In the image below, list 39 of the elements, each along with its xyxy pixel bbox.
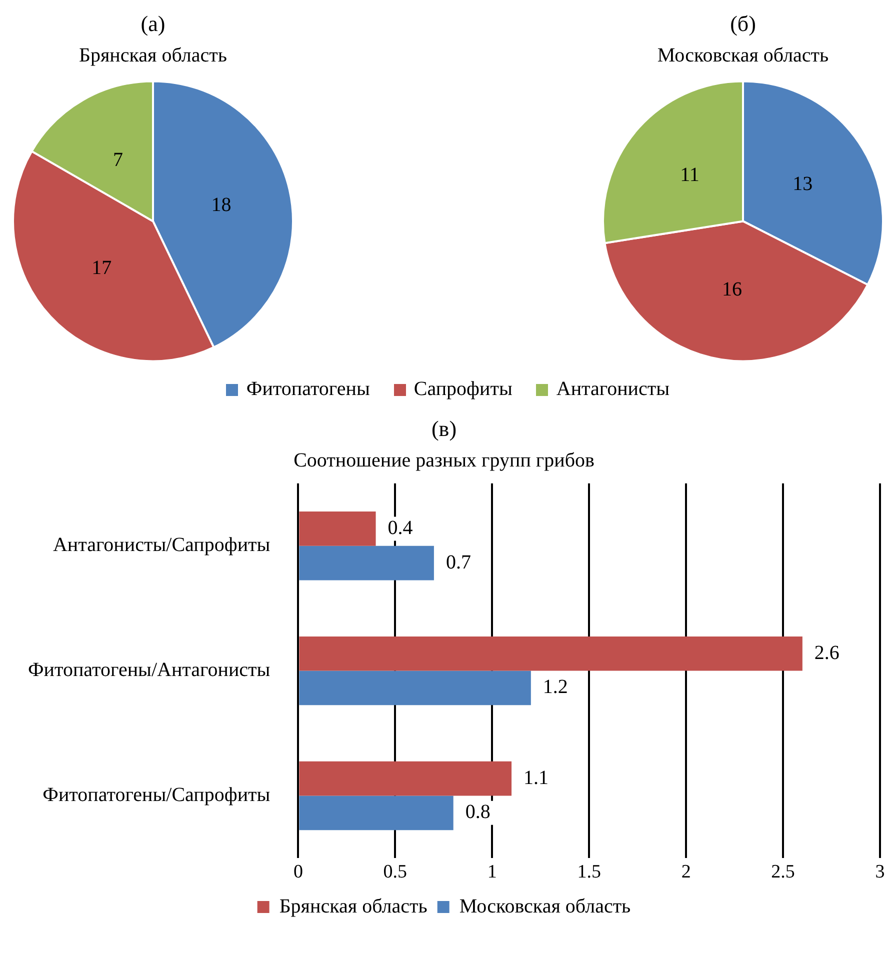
legend-label: Фитопатогены [246, 378, 370, 401]
x-tick-label: 1.5 [577, 862, 601, 883]
data-label: 18 [211, 194, 232, 216]
legend-label: Сапрофиты [414, 378, 512, 401]
chart-title: (а) [140, 10, 166, 36]
y-tick-label: Фитопатогены/Сапрофиты [42, 784, 270, 806]
legend-label: Брянская область [279, 895, 428, 918]
legend-label: Московская область [459, 895, 631, 918]
data-label: 0.4 [388, 516, 413, 539]
data-label: 1.1 [524, 766, 549, 789]
bar [299, 636, 802, 671]
bar [299, 761, 512, 796]
x-tick-label: 3 [875, 862, 885, 883]
data-label: 11 [680, 164, 700, 186]
data-label: 1.2 [542, 676, 568, 698]
legend-label: Антагонисты [556, 378, 670, 401]
x-tick-label: 0 [293, 862, 303, 883]
chart-subtitle: Брянская область [78, 44, 228, 67]
chart-subtitle: Соотношение разных групп грибов [294, 450, 594, 472]
data-label: 13 [792, 172, 813, 195]
chart-subtitle: Московская область [657, 44, 829, 67]
data-label: 0.8 [465, 801, 490, 824]
data-label: 17 [92, 257, 112, 280]
x-tick-label: 2.5 [771, 862, 795, 883]
x-tick-label: 0.5 [383, 862, 408, 883]
x-tick-label: 1 [487, 862, 497, 883]
data-label: 16 [722, 278, 742, 301]
x-tick-label: 2 [681, 862, 691, 883]
chart-title: (б) [730, 10, 756, 36]
chart-title: (в) [431, 416, 457, 441]
y-tick-label: Фитопатогены/Антагонисты [28, 659, 270, 682]
data-label: 0.7 [446, 551, 471, 574]
bar [299, 512, 376, 546]
data-label: 2.6 [814, 642, 840, 664]
bar [299, 546, 434, 580]
y-tick-label: Антагонисты/Сапрофиты [52, 534, 270, 556]
bar [299, 670, 531, 706]
data-label: 7 [113, 148, 123, 171]
bar [299, 796, 454, 830]
